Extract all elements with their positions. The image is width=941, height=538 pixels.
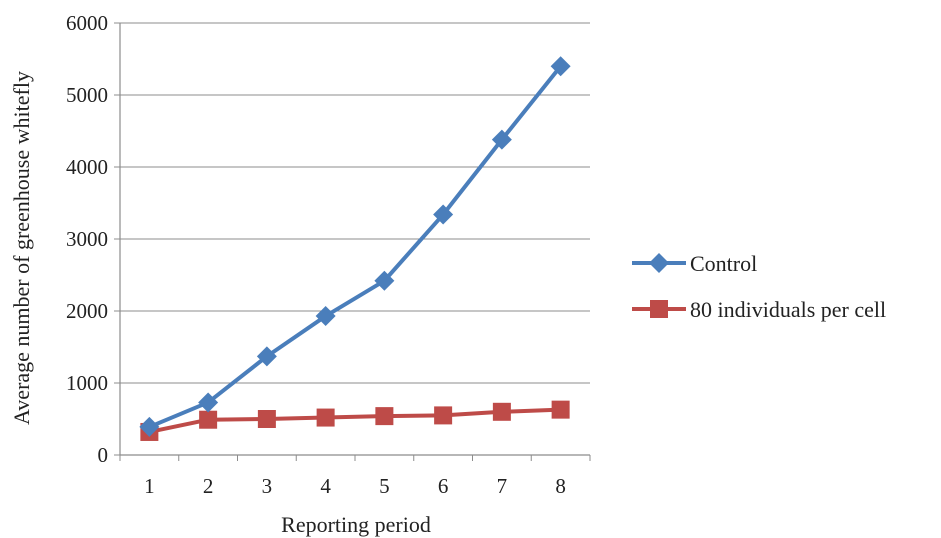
legend-label: Control xyxy=(690,251,757,276)
data-point xyxy=(434,406,453,425)
x-tick-label: 4 xyxy=(320,474,331,498)
series-line xyxy=(148,64,563,429)
data-point xyxy=(374,270,395,291)
y-tick-label: 3000 xyxy=(66,227,108,251)
y-axis-title: Average number of greenhouse whitefly xyxy=(9,71,34,425)
x-tick-label: 7 xyxy=(497,474,508,498)
y-tick-label: 2000 xyxy=(66,299,108,323)
y-tick-label: 0 xyxy=(98,443,109,467)
data-point xyxy=(139,416,160,437)
y-tick-label: 1000 xyxy=(66,371,108,395)
legend-item: 80 individuals per cell xyxy=(632,297,886,322)
x-tick-labels: 1 2 3 4 5 6 7 8 xyxy=(119,455,591,498)
series-line xyxy=(148,407,561,434)
y-tick-label: 5000 xyxy=(66,83,108,107)
data-point xyxy=(198,392,219,413)
gridlines xyxy=(120,22,590,384)
data-point xyxy=(316,408,335,427)
series-layer xyxy=(139,56,571,441)
x-tick-label: 8 xyxy=(555,474,566,498)
legend-marker xyxy=(649,253,669,273)
x-tick-label: 5 xyxy=(379,474,390,498)
data-point xyxy=(256,346,277,367)
data-point xyxy=(199,410,218,429)
y-tick-label: 6000 xyxy=(66,11,108,35)
y-tick-label: 4000 xyxy=(66,155,108,179)
legend: Control 80 individuals per cell xyxy=(632,251,886,322)
x-axis-title: Reporting period xyxy=(281,512,431,537)
data-point xyxy=(551,400,570,419)
data-point xyxy=(491,129,512,150)
data-point xyxy=(550,56,571,77)
data-point xyxy=(375,407,394,426)
x-tick-label: 1 xyxy=(144,474,155,498)
data-point xyxy=(433,204,454,225)
legend-marker xyxy=(650,300,668,318)
x-tick-label: 2 xyxy=(203,474,214,498)
series-1 xyxy=(140,400,570,441)
series-0 xyxy=(139,56,571,437)
x-tick-label: 3 xyxy=(262,474,273,498)
data-point xyxy=(315,306,336,327)
legend-label: 80 individuals per cell xyxy=(690,297,886,322)
data-point xyxy=(257,410,276,428)
x-tick-label: 6 xyxy=(438,474,449,498)
legend-item: Control xyxy=(632,251,757,276)
data-point xyxy=(492,402,511,421)
y-tick-labels: 0 1000 2000 3000 4000 5000 6000 xyxy=(66,11,120,467)
